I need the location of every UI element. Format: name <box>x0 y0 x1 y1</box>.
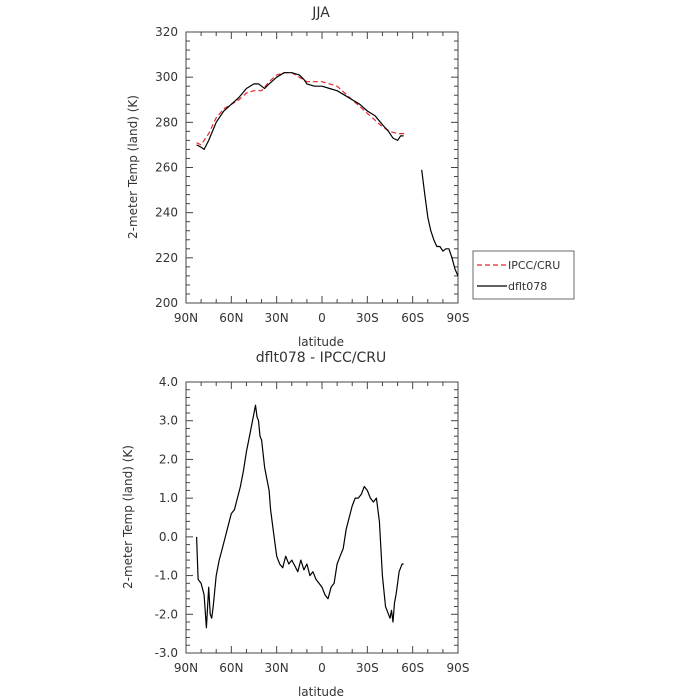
y-tick-label: -2.0 <box>155 607 178 621</box>
y-tick-label: 220 <box>155 251 178 265</box>
y-axis-title: 2-meter Temp (land) (K) <box>126 95 140 239</box>
y-tick-label: 1.0 <box>159 491 178 505</box>
series-line-difference <box>196 404 404 629</box>
x-tick-label: 60S <box>401 311 424 325</box>
panel-title-difference: dflt078 - IPCC/CRU <box>256 350 386 366</box>
temperature-panel: JJA 90N 60N 30N 0 30S 60S 90S 200 220 240 260 280 30… <box>126 5 575 349</box>
y-tick-label: -3.0 <box>155 646 178 660</box>
x-tick-label: 0 <box>318 661 326 675</box>
x-tick-label: 30N <box>265 661 289 675</box>
y-tick-label: 2.0 <box>159 452 178 466</box>
y-tick-label: 4.0 <box>159 375 178 389</box>
y-tick-label: 0.0 <box>159 530 178 544</box>
series-layer <box>196 72 459 277</box>
axis-ticks: 90N 60N 30N 0 30S 60S 90S 200 220 240 260 280 300 320 <box>155 25 469 325</box>
x-tick-label: 90S <box>447 311 470 325</box>
x-tick-label: 60N <box>219 661 243 675</box>
x-tick-label: 0 <box>318 311 326 325</box>
y-tick-label: 300 <box>155 70 178 84</box>
x-tick-label: 60N <box>219 311 243 325</box>
x-tick-label: 90S <box>447 661 470 675</box>
x-axis-title: latitude <box>298 335 344 349</box>
y-tick-label: 3.0 <box>159 414 178 428</box>
legend: IPCC/CRU dflt078 <box>472 250 575 300</box>
legend-box <box>472 250 575 300</box>
y-tick-label: 200 <box>155 296 178 310</box>
x-tick-label: 30S <box>356 311 379 325</box>
plot-frame <box>185 381 459 654</box>
y-tick-label: 240 <box>155 206 178 220</box>
difference-panel: dflt078 - IPCC/CRU 90N 60N 30N 0 30S 60S 90S -3… <box>121 350 469 699</box>
x-axis-title: latitude <box>298 685 344 699</box>
x-tick-label: 30S <box>356 661 379 675</box>
y-tick-label: 280 <box>155 115 178 129</box>
axis-ticks: 90N 60N 30N 0 30S 60S 90S -3.0 -2.0 -1.0 0.0 1.0 2.0… <box>155 375 470 675</box>
x-tick-label: 90N <box>174 661 198 675</box>
x-tick-label: 60S <box>401 661 424 675</box>
y-axis-title: 2-meter Temp (land) (K) <box>121 445 135 589</box>
series-line-ipcc-cru <box>196 72 406 146</box>
x-tick-label: 90N <box>174 311 198 325</box>
plot-frame <box>185 31 459 304</box>
panel-title-jja: JJA <box>311 5 330 21</box>
legend-label-dflt078: dflt078 <box>508 280 547 293</box>
series-layer <box>196 404 404 629</box>
y-tick-label: 320 <box>155 25 178 39</box>
x-tick-label: 30N <box>265 311 289 325</box>
series-line-dflt078 <box>196 72 404 150</box>
legend-label-ipcc-cru: IPCC/CRU <box>508 259 560 272</box>
y-tick-label: -1.0 <box>155 569 178 583</box>
y-tick-label: 260 <box>155 161 178 175</box>
series-line-dflt078 <box>421 169 459 277</box>
